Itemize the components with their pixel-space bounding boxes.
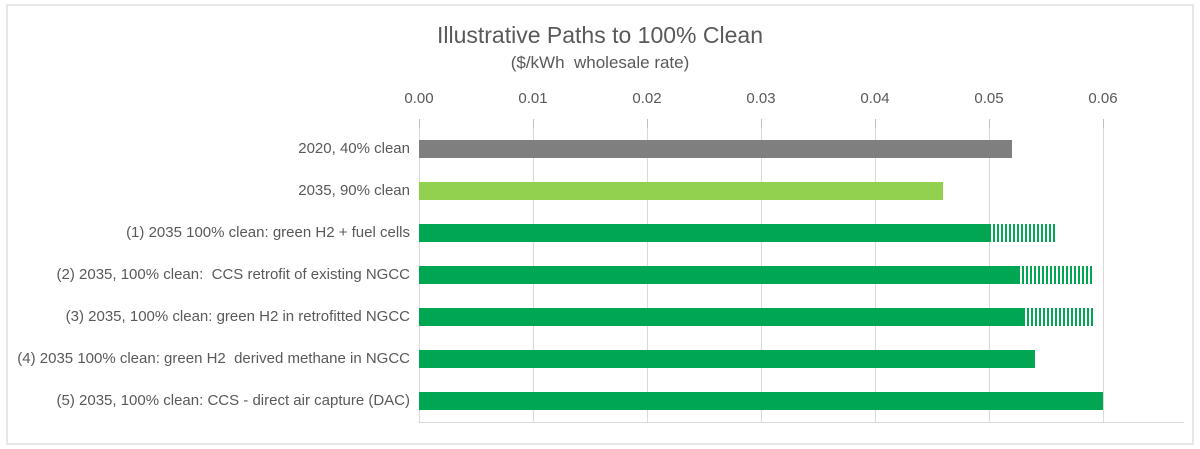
x-axis-tick-label: 0.04 (860, 90, 890, 107)
gridline (1103, 128, 1104, 422)
category-label: (2) 2035, 100% clean: CCS retrofit of ex… (56, 266, 410, 283)
x-axis-tick-mark (647, 119, 648, 128)
bar-solid-segment (419, 224, 989, 242)
x-axis-tick-mark (989, 119, 990, 128)
chart-title: Illustrative Paths to 100% Clean (436, 22, 763, 48)
category-label: (1) 2035 100% clean: green H2 + fuel cel… (126, 224, 410, 241)
x-axis-tick-label: 0.02 (632, 90, 662, 107)
x-axis-tick-mark (533, 119, 534, 128)
bar-hatched-segment (1023, 308, 1094, 326)
bar-hatched-segment (989, 224, 1057, 242)
bar-solid-segment (419, 140, 1012, 158)
bar-solid-segment (419, 392, 1103, 410)
x-axis-tick-label: 0.00 (404, 90, 434, 107)
plot-area (419, 128, 1184, 423)
x-axis-tick-label: 0.06 (1088, 90, 1118, 107)
category-label: 2020, 40% clean (298, 140, 410, 157)
bar-solid-segment (419, 266, 1018, 284)
bar-solid-segment (419, 308, 1023, 326)
x-axis-tick-label: 0.03 (746, 90, 776, 107)
x-axis-tick-label: 0.05 (974, 90, 1004, 107)
category-label: (5) 2035, 100% clean: CCS - direct air c… (56, 392, 410, 409)
bar-solid-segment (419, 350, 1035, 368)
bar-hatched-segment (1018, 266, 1092, 284)
x-axis-tick-mark (761, 119, 762, 128)
x-axis-tick-mark (875, 119, 876, 128)
x-axis-tick-mark (1103, 119, 1104, 128)
category-label: (3) 2035, 100% clean: green H2 in retrof… (65, 308, 410, 325)
chart-subtitle: ($/kWh wholesale rate) (510, 53, 690, 72)
category-axis: 2020, 40% clean 2035, 90% clean (1) 2035 1… (0, 128, 410, 422)
x-axis-tick-label: 0.01 (518, 90, 548, 107)
category-label: 2035, 90% clean (298, 182, 410, 199)
category-label: (4) 2035 100% clean: green H2 derived me… (17, 350, 410, 367)
bar-solid-segment (419, 182, 943, 200)
x-axis-tick-mark (419, 119, 420, 128)
